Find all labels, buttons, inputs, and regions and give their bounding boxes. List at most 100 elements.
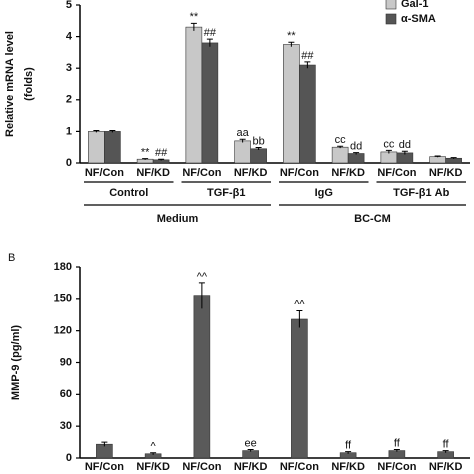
x-tick-label: NF/KD <box>331 167 365 179</box>
significance-label: ^ <box>151 441 157 453</box>
y-tick-label: 5 <box>66 0 72 11</box>
significance-label: dd <box>399 139 411 151</box>
bar <box>429 156 446 164</box>
y-axis-label: (folds) <box>23 67 35 101</box>
bar <box>193 295 211 459</box>
error-bar <box>109 129 116 133</box>
group-label: IgG <box>315 187 333 199</box>
error-bar <box>198 282 205 309</box>
significance-label: aa <box>237 127 250 139</box>
bar <box>104 131 121 164</box>
significance-label: ff <box>345 440 352 452</box>
x-tick-label: NF/Con <box>85 167 124 179</box>
bar <box>185 26 203 164</box>
bar <box>299 64 316 164</box>
significance-label: ^^ <box>294 298 305 310</box>
group-label: TGF-β1 <box>207 187 246 199</box>
y-tick-label: 180 <box>54 261 72 273</box>
significance-label: ee <box>245 437 257 449</box>
significance-label: ## <box>301 50 314 62</box>
x-tick-label: NF/KD <box>429 461 463 473</box>
error-bar <box>142 158 149 160</box>
panel-label: B <box>8 252 15 264</box>
y-tick-label: 0 <box>66 452 72 464</box>
supergroup-label: Medium <box>157 213 199 225</box>
x-tick-label: NF/Con <box>280 167 319 179</box>
error-bar <box>442 450 449 453</box>
error-bar <box>247 449 254 452</box>
bar <box>201 42 219 164</box>
y-tick-label: 3 <box>66 62 72 74</box>
y-tick-label: 90 <box>60 356 72 368</box>
error-bar <box>206 38 213 47</box>
bar <box>380 151 398 164</box>
y-tick-label: 120 <box>54 325 72 337</box>
x-tick-label: NF/Con <box>182 461 221 473</box>
significance-label: cc <box>383 138 395 150</box>
significance-label: ## <box>155 147 168 159</box>
bar <box>250 148 267 164</box>
error-bar <box>434 155 441 158</box>
y-axis-label: Relative mRNA level <box>4 31 16 137</box>
group-label: TGF-β1 Ab <box>393 187 449 199</box>
y-tick-label: 60 <box>60 388 72 400</box>
bar <box>347 153 365 164</box>
bar <box>283 44 300 164</box>
y-tick-label: 30 <box>60 420 72 432</box>
bar <box>331 146 349 164</box>
x-tick-label: NF/KD <box>136 461 170 473</box>
x-tick-label: NF/Con <box>377 167 416 179</box>
error-bar <box>239 138 246 143</box>
error-bar <box>345 451 352 454</box>
error-bar <box>385 149 392 154</box>
error-bar <box>304 61 311 69</box>
error-bar <box>296 310 303 328</box>
x-tick-label: NF/Con <box>280 461 319 473</box>
error-bar <box>255 147 262 151</box>
significance-label: ** <box>287 30 296 42</box>
x-tick-label: NF/KD <box>429 167 463 179</box>
supergroup-label: BC-CM <box>354 213 391 225</box>
group-label: Control <box>109 187 148 199</box>
significance-label: ff <box>394 437 401 449</box>
error-bar <box>190 22 197 31</box>
significance-label: ^^ <box>197 271 208 283</box>
error-bar <box>93 129 100 133</box>
error-bar <box>101 441 108 447</box>
y-tick-label: 0 <box>66 157 72 169</box>
x-tick-label: NF/KD <box>234 461 268 473</box>
bar <box>445 157 462 164</box>
legend-label: α-SMA <box>401 13 436 25</box>
y-axis-label: MMP-9 (pg/ml) <box>10 325 22 400</box>
bar <box>242 450 259 459</box>
bar <box>291 318 308 459</box>
significance-label: cc <box>335 134 347 146</box>
bar <box>234 140 251 164</box>
significance-label: ## <box>204 27 217 39</box>
y-tick-label: 2 <box>66 94 72 106</box>
error-bar <box>393 449 400 452</box>
bar <box>388 450 406 459</box>
error-bar <box>288 41 295 47</box>
legend-label: Gal-1 <box>401 0 429 10</box>
y-tick-label: 150 <box>54 293 72 305</box>
error-bar <box>450 157 457 159</box>
y-tick-label: 1 <box>66 125 72 137</box>
error-bar <box>337 145 344 149</box>
significance-label: ** <box>190 11 199 23</box>
x-tick-label: NF/KD <box>234 167 268 179</box>
legend-swatch <box>385 0 397 10</box>
legend-swatch <box>385 13 397 25</box>
error-bar <box>353 152 360 155</box>
significance-label: ff <box>443 438 450 450</box>
significance-label: dd <box>350 140 362 152</box>
x-tick-label: NF/KD <box>136 167 170 179</box>
error-bar <box>158 158 165 161</box>
error-bar <box>150 452 157 455</box>
error-bar <box>401 150 408 155</box>
x-tick-label: NF/Con <box>182 167 221 179</box>
x-tick-label: NF/Con <box>377 461 416 473</box>
y-tick-label: 4 <box>66 31 73 43</box>
